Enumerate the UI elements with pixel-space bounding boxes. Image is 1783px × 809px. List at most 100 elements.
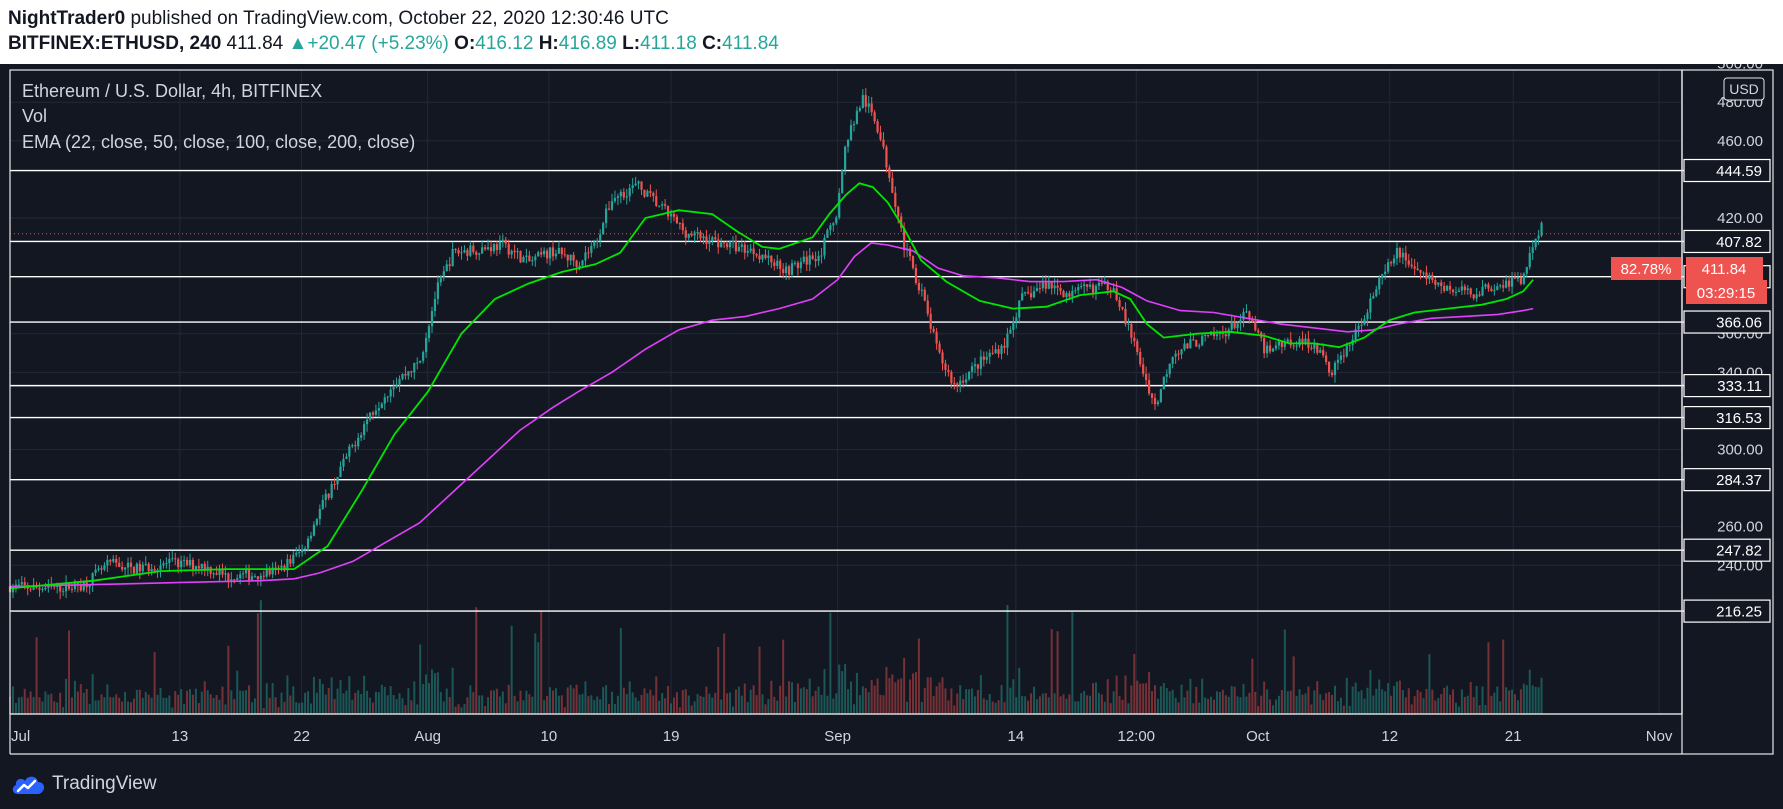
candle-body [236, 578, 239, 580]
author-name[interactable]: NightTrader0 [8, 8, 126, 29]
candle-body [395, 384, 398, 388]
candle-body [478, 253, 481, 255]
volume-bar [844, 663, 847, 714]
price-chart[interactable]: 240.00260.00300.00340.00360.00420.00460.… [0, 64, 1783, 758]
price-axis-frame[interactable] [1681, 69, 1774, 755]
volume-bar [864, 688, 867, 714]
candle-body [250, 576, 254, 581]
candle-body [749, 248, 752, 251]
candle-body [392, 387, 395, 390]
candle-body [32, 584, 35, 590]
volume-bar [1174, 697, 1177, 714]
candle-body [669, 213, 673, 217]
level-label-box [1683, 406, 1771, 430]
candle-body [1094, 285, 1098, 293]
volume-bar [702, 696, 705, 714]
volume-bar [855, 672, 858, 714]
legend-ema[interactable]: EMA (22, close, 50, close, 100, close, 2… [22, 132, 415, 152]
candle-body [451, 248, 454, 267]
candle-body [1369, 298, 1372, 313]
volume-bar [177, 694, 180, 714]
candle-body [1201, 335, 1204, 346]
volume-bar [723, 633, 726, 714]
candle-body [1398, 248, 1402, 258]
candle-body [643, 189, 646, 197]
volume-bar [1280, 689, 1283, 714]
candle-body [265, 569, 268, 577]
candle-body [1475, 294, 1478, 299]
volume-bar [212, 698, 215, 714]
volume-bar [11, 686, 14, 714]
candle-body [271, 567, 274, 575]
candle-body [298, 552, 301, 554]
candle-body [1298, 338, 1301, 346]
volume-bar [324, 694, 327, 714]
candle-body [64, 582, 68, 592]
volume-bar [501, 691, 504, 714]
candle-body [1333, 362, 1337, 376]
candle-body [1357, 325, 1360, 330]
candle-body [1295, 345, 1298, 347]
volume-bar [392, 694, 395, 714]
candle-body [1068, 293, 1071, 297]
level-label-box [1683, 468, 1771, 492]
volume-bar [746, 702, 749, 714]
volume-bar [165, 697, 168, 714]
volume-bar [616, 695, 619, 714]
candle-body [504, 239, 507, 244]
candle-body [888, 167, 891, 178]
volume-bar [70, 697, 73, 714]
candle-body [1041, 282, 1044, 289]
candle-body [926, 300, 929, 314]
candle-body [1513, 277, 1517, 279]
volume-bar [1366, 687, 1369, 714]
candle-body [410, 371, 413, 373]
tradingview-logo[interactable]: TradingView [10, 772, 157, 796]
candle-body [708, 240, 711, 244]
candle-body [1038, 288, 1041, 290]
candle-body [109, 559, 112, 562]
candle-body [1428, 274, 1431, 280]
volume-bar [767, 699, 770, 714]
volume-bar [1478, 705, 1481, 714]
volume-bar [20, 696, 23, 714]
volume-bar [29, 691, 32, 714]
volume-bar [1325, 693, 1328, 714]
volume-bar [1006, 604, 1009, 714]
candle-body [239, 574, 242, 579]
level-label-box [1683, 374, 1771, 398]
legend-title: Ethereum / U.S. Dollar, 4h, BITFINEX [22, 81, 322, 101]
candle-body [315, 519, 319, 525]
volume-bar [1103, 701, 1106, 714]
candle-body [303, 548, 307, 550]
volume-bar [947, 700, 950, 714]
volume-bar [664, 698, 667, 714]
volume-bar [965, 689, 968, 714]
volume-bar [1528, 669, 1531, 714]
candle-body [755, 254, 758, 256]
candle-body [472, 245, 475, 253]
volume-bar [448, 697, 451, 714]
candle-body [38, 587, 41, 590]
candle-body [920, 289, 923, 291]
volume-bar [1115, 675, 1118, 714]
volume-bar [1339, 697, 1342, 714]
volume-bar [546, 695, 549, 714]
candle-body [413, 362, 416, 373]
candle-body [965, 379, 968, 383]
volume-bar [1236, 696, 1239, 714]
volume-bar [578, 694, 581, 714]
volume-bar [1251, 658, 1254, 714]
candle-body [416, 362, 419, 364]
volume-bar [903, 657, 906, 714]
volume-bar [610, 691, 613, 714]
candle-body [519, 251, 522, 263]
volume-bar [1041, 693, 1044, 714]
candle-body [445, 264, 448, 272]
candle-body [962, 380, 965, 383]
y-tick-label: 300.00 [1717, 442, 1763, 459]
volume-bar [817, 686, 820, 714]
volume-bar [118, 697, 121, 714]
legend-volume[interactable]: Vol [22, 106, 47, 126]
candle-body [1032, 291, 1036, 298]
